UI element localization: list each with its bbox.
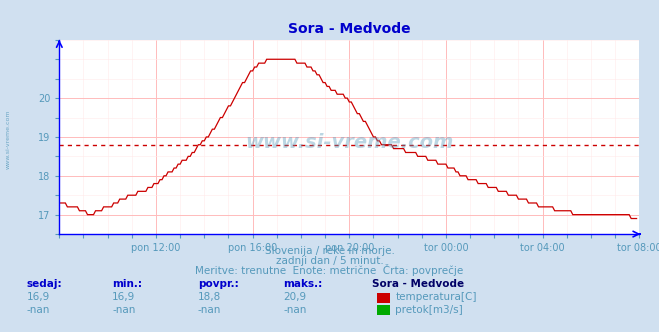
Text: Sora - Medvode: Sora - Medvode <box>372 279 465 289</box>
Text: maks.:: maks.: <box>283 279 323 289</box>
Text: zadnji dan / 5 minut.: zadnji dan / 5 minut. <box>275 256 384 266</box>
Text: -nan: -nan <box>283 305 306 315</box>
Text: www.si-vreme.com: www.si-vreme.com <box>5 110 11 169</box>
Text: sedaj:: sedaj: <box>26 279 62 289</box>
Text: 20,9: 20,9 <box>283 292 306 302</box>
Text: 16,9: 16,9 <box>26 292 49 302</box>
Text: min.:: min.: <box>112 279 142 289</box>
Text: -nan: -nan <box>198 305 221 315</box>
Text: 16,9: 16,9 <box>112 292 135 302</box>
Text: 18,8: 18,8 <box>198 292 221 302</box>
Text: pretok[m3/s]: pretok[m3/s] <box>395 305 463 315</box>
Text: -nan: -nan <box>112 305 135 315</box>
Text: povpr.:: povpr.: <box>198 279 239 289</box>
Title: Sora - Medvode: Sora - Medvode <box>288 22 411 36</box>
Text: www.si-vreme.com: www.si-vreme.com <box>245 133 453 152</box>
Text: Meritve: trenutne  Enote: metrične  Črta: povprečje: Meritve: trenutne Enote: metrične Črta: … <box>195 264 464 276</box>
Text: Slovenija / reke in morje.: Slovenija / reke in morje. <box>264 246 395 256</box>
Text: temperatura[C]: temperatura[C] <box>395 292 477 302</box>
Text: -nan: -nan <box>26 305 49 315</box>
